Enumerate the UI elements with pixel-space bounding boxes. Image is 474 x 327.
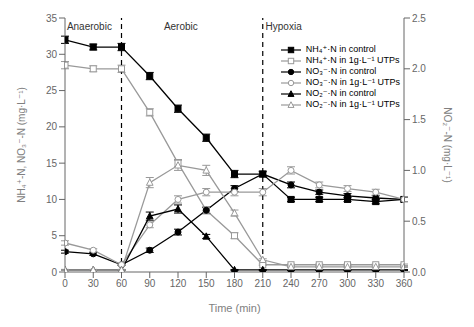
- svg-text:120: 120: [170, 278, 187, 289]
- svg-text:2.5: 2.5: [412, 13, 426, 24]
- html-text:NO₂⁻·N in 1g·L⁻¹ UTPs: NO₂⁻·N in 1g·L⁻¹ UTPs: [305, 99, 400, 109]
- html-text:NO₃⁻·N in 1g·L⁻¹ UTPs: NO₃⁻·N in 1g·L⁻¹ UTPs: [305, 77, 400, 87]
- svg-text:300: 300: [339, 278, 356, 289]
- svg-text:240: 240: [283, 278, 300, 289]
- svg-text:30: 30: [88, 278, 100, 289]
- svg-text:10: 10: [46, 194, 58, 205]
- svg-text:NO₂⁻-N (mg·L⁻¹): NO₂⁻-N (mg·L⁻¹): [442, 107, 453, 183]
- svg-text:150: 150: [198, 278, 215, 289]
- svg-text:15: 15: [46, 158, 58, 169]
- svg-text:1.5: 1.5: [412, 114, 426, 125]
- svg-text:Anaerobic: Anaerobic: [67, 21, 112, 32]
- svg-text:35: 35: [46, 13, 58, 24]
- svg-text:0: 0: [62, 278, 68, 289]
- svg-text:Hypoxia: Hypoxia: [266, 21, 303, 32]
- svg-text:0.0: 0.0: [412, 267, 426, 278]
- svg-text:5: 5: [51, 230, 57, 241]
- svg-text:1.0: 1.0: [412, 165, 426, 176]
- svg-text:360: 360: [396, 278, 413, 289]
- svg-text:270: 270: [311, 278, 328, 289]
- svg-text:330: 330: [367, 278, 384, 289]
- html-text:NH₄⁺·N in 1g·L⁻¹ UTPs: NH₄⁺·N in 1g·L⁻¹ UTPs: [305, 55, 400, 65]
- svg-text:NH₄⁺-N, NO₃⁻-N (mg·L⁻¹): NH₄⁺-N, NO₃⁻-N (mg·L⁻¹): [16, 87, 27, 203]
- svg-text:90: 90: [144, 278, 156, 289]
- svg-text:30: 30: [46, 49, 58, 60]
- svg-text:0.5: 0.5: [412, 216, 426, 227]
- svg-text:2.0: 2.0: [412, 63, 426, 74]
- svg-text:Time (min): Time (min): [208, 302, 260, 314]
- svg-text:0: 0: [51, 267, 57, 278]
- svg-text:60: 60: [116, 278, 128, 289]
- svg-text:25: 25: [46, 85, 58, 96]
- svg-text:Aerobic: Aerobic: [164, 21, 198, 32]
- html-text:NO₂⁻·N in control: NO₂⁻·N in control: [305, 88, 377, 98]
- html-text:NO₃⁻·N in control: NO₃⁻·N in control: [305, 66, 377, 76]
- svg-text:20: 20: [46, 121, 58, 132]
- svg-text:180: 180: [226, 278, 243, 289]
- html-text:NH₄⁺·N in control: NH₄⁺·N in control: [305, 44, 376, 54]
- svg-text:210: 210: [254, 278, 271, 289]
